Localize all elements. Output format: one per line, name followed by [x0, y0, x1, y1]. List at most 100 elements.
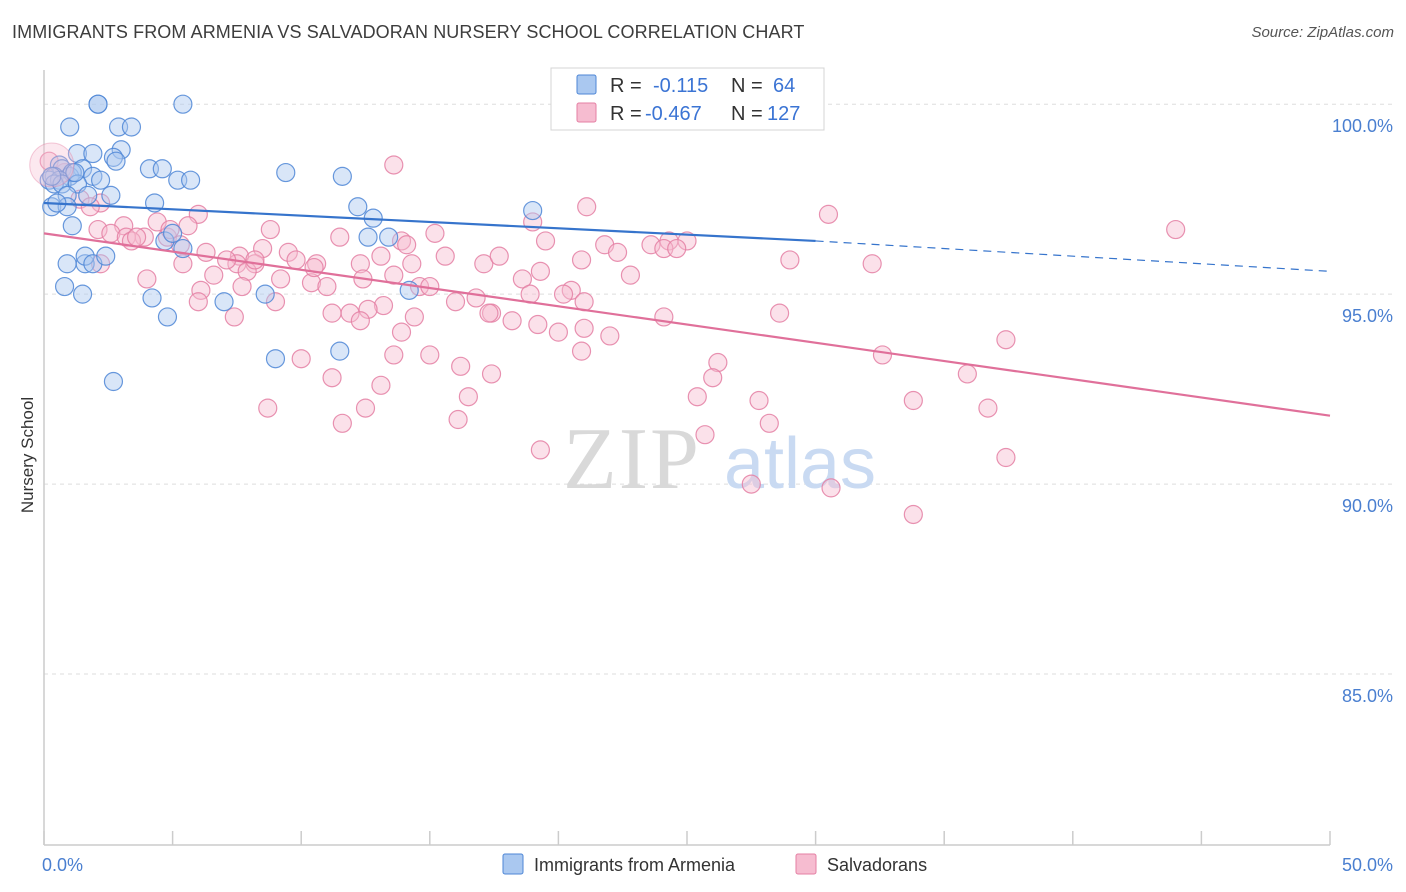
watermark-atlas: atlas: [724, 424, 876, 504]
point-salvadoran-50: [350, 254, 370, 274]
point-salvadoran-102: [458, 387, 478, 407]
point-salvadoran-41: [474, 254, 494, 274]
point-salvadoran-121: [245, 250, 265, 270]
point-salvadoran-20: [330, 227, 350, 247]
point-armenia-13: [52, 159, 72, 179]
point-armenia-54: [214, 292, 234, 312]
point-salvadoran-82: [574, 318, 594, 338]
point-salvadoran-45: [862, 254, 882, 274]
point-salvadoran-90: [291, 349, 311, 369]
point-salvadoran-97: [481, 364, 502, 384]
bottom-legend-label-armenia: Immigrants from Armenia: [534, 855, 736, 875]
point-salvadoran-112: [695, 425, 715, 445]
point-armenia-37: [348, 197, 368, 217]
point-salvadoran-80: [502, 311, 522, 331]
legend-n-value-1: 64: [773, 75, 795, 97]
point-armenia-61: [78, 185, 98, 205]
point-armenia-40: [62, 216, 82, 236]
point-armenia-44: [379, 227, 399, 247]
point-salvadoran-26: [677, 231, 697, 251]
point-salvadoran-cluster: [29, 142, 75, 188]
point-armenia-8: [67, 143, 88, 164]
point-armenia-6: [121, 117, 142, 137]
point-armenia-60: [103, 371, 124, 392]
point-salvadoran-88: [391, 322, 412, 342]
point-salvadoran-71: [466, 288, 486, 308]
point-salvadoran-32: [278, 242, 298, 262]
trend-line-armenia: [43, 201, 816, 243]
legend-swatch-salvadorans: [576, 102, 597, 123]
point-armenia-7: [111, 140, 131, 160]
chart-title: IMMIGRANTS FROM ARMENIA VS SALVADORAN NU…: [12, 22, 805, 42]
point-armenia-48: [75, 246, 95, 266]
point-salvadoran-72: [373, 295, 394, 316]
point-salvadoran-77: [340, 303, 360, 323]
y-tick-labels: 85.0% 90.0% 95.0% 100.0%: [1332, 116, 1393, 706]
point-salvadoran-58: [384, 265, 404, 285]
point-salvadoran-91: [384, 345, 404, 365]
y-tick-label-3: 100.0%: [1332, 116, 1393, 136]
legend-n-label-1: N =: [731, 75, 763, 97]
point-salvadoran-75: [479, 303, 499, 323]
point-salvadoran-110: [448, 409, 468, 430]
point-salvadoran-54: [204, 265, 224, 285]
point-salvadoran-19: [425, 223, 445, 243]
point-salvadoran-33: [371, 246, 391, 266]
point-armenia-34: [57, 197, 77, 217]
point-salvadoran-2: [384, 155, 404, 175]
x-tick-labels: 0.0% 50.0%: [42, 855, 1393, 875]
point-salvadoran-85: [548, 322, 569, 342]
point-salvadoran-60: [620, 265, 641, 285]
legend-r-value-1: -0.115: [653, 75, 708, 97]
point-armenia-17: [276, 162, 296, 183]
point-salvadoran-43: [571, 250, 592, 270]
point-salvadoran-6: [577, 197, 597, 217]
correlation-legend: R = -0.115 N = 64 R = -0.467 N = 127: [550, 67, 825, 131]
point-armenia-55: [255, 284, 275, 304]
point-salvadoran-116: [821, 478, 841, 498]
point-salvadoran-70: [445, 292, 466, 312]
point-salvadoran-124: [397, 235, 417, 255]
point-armenia-52: [72, 284, 93, 304]
x-tick-label-1: 50.0%: [1342, 855, 1393, 875]
point-armenia-1: [88, 94, 108, 114]
point-salvadoran-14: [88, 219, 108, 240]
point-salvadoran-87: [996, 330, 1016, 350]
point-salvadoran-69: [265, 292, 286, 312]
point-armenia-11: [106, 151, 126, 171]
point-salvadoran-92: [420, 345, 440, 365]
legend-swatch-armenia: [576, 74, 597, 95]
point-salvadoran-81: [528, 314, 548, 335]
point-armenia-9: [83, 143, 103, 164]
point-salvadoran-104: [749, 390, 769, 411]
point-armenia-42: [163, 223, 183, 243]
point-salvadoran-56: [271, 269, 291, 289]
grid-lines: [44, 103, 1394, 675]
point-salvadoran-44: [780, 250, 800, 270]
y-axis-label: Nursery School: [18, 397, 37, 513]
point-salvadoran-79: [224, 307, 244, 327]
data-points: [29, 94, 1186, 525]
point-armenia-24: [90, 170, 111, 190]
y-tick-label-1: 90.0%: [1342, 496, 1393, 516]
point-salvadoran-115: [741, 474, 761, 494]
point-salvadoran-95: [708, 352, 728, 373]
y-tick-label-0: 85.0%: [1342, 686, 1393, 706]
point-salvadoran-30: [196, 242, 216, 262]
x-tick-label-0: 0.0%: [42, 855, 83, 875]
point-salvadoran-122: [304, 257, 324, 278]
point-salvadoran-68: [188, 292, 208, 312]
point-salvadoran-7: [818, 204, 839, 224]
point-armenia-59: [330, 341, 350, 361]
point-armenia-27: [332, 166, 352, 186]
point-salvadoran-40: [286, 250, 306, 270]
y-tick-label-2: 95.0%: [1342, 306, 1393, 326]
legend-r-label-1: R =: [610, 75, 642, 97]
point-salvadoran-107: [258, 398, 278, 418]
point-salvadoran-61: [191, 280, 211, 300]
point-salvadoran-62: [232, 276, 252, 297]
point-salvadoran-98: [322, 368, 342, 388]
point-salvadoran-103: [687, 387, 707, 407]
legend-n-value-2: 127: [767, 103, 800, 125]
